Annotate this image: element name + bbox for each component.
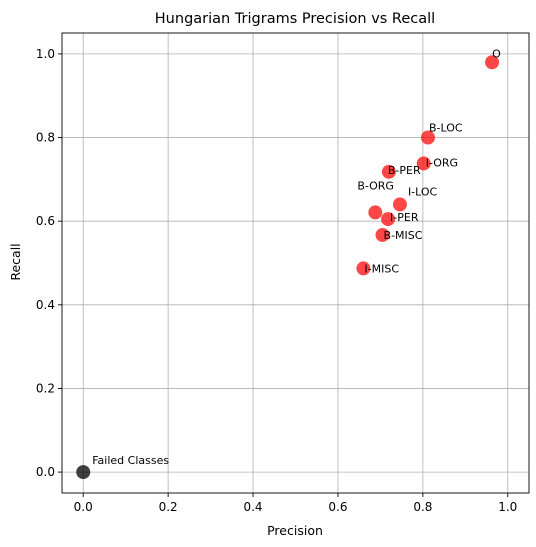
chart-title: Hungarian Trigrams Precision vs Recall: [155, 11, 435, 27]
y-tick-label: 0.6: [36, 214, 55, 228]
axes-frame: [61, 32, 530, 494]
y-tick-label: 0.0: [36, 465, 55, 479]
x-axis-label: Precision: [267, 523, 323, 538]
data-point[interactable]: [375, 227, 390, 242]
x-tick-label: 0.8: [413, 500, 432, 514]
y-axis-label: Recall: [8, 243, 23, 280]
x-tick-label: 0.2: [159, 500, 178, 514]
point-label: B-LOC: [429, 122, 463, 135]
point-label: O: [492, 47, 501, 60]
data-point[interactable]: [381, 164, 396, 179]
point-label: B-MISC: [384, 229, 423, 242]
point-label: B-PER: [388, 164, 421, 177]
plot-area: 0.0 0.2 0.4 0.6 0.8 1.0 0.0 0.2 0.4 0.6 0.8 1.0 O B-L…: [36, 32, 530, 514]
data-point[interactable]: [368, 205, 383, 220]
y-tick-label: 0.8: [36, 131, 55, 145]
failed-point[interactable]: [76, 465, 91, 480]
x-tick-label: 0.4: [243, 500, 262, 514]
y-tick-label: 0.2: [36, 381, 55, 395]
x-tick-label: 0.0: [74, 500, 93, 514]
x-tick-label: 1.0: [498, 500, 517, 514]
data-point[interactable]: [381, 212, 396, 227]
point-label: B-ORG: [357, 179, 394, 192]
point-label: I-ORG: [426, 156, 458, 169]
data-point[interactable]: [356, 261, 371, 276]
point-label: I-LOC: [408, 185, 438, 198]
data-point[interactable]: [392, 197, 407, 212]
failed-label: Failed Classes: [92, 454, 169, 467]
data-point[interactable]: [485, 55, 500, 70]
data-point[interactable]: [416, 156, 431, 171]
point-label: I-MISC: [364, 262, 399, 275]
y-tick-label: 1.0: [36, 47, 55, 61]
point-label: I-PER: [390, 211, 419, 224]
x-tick-label: 0.6: [328, 500, 347, 514]
y-tick-label: 0.4: [36, 298, 55, 312]
data-point[interactable]: [420, 130, 435, 145]
